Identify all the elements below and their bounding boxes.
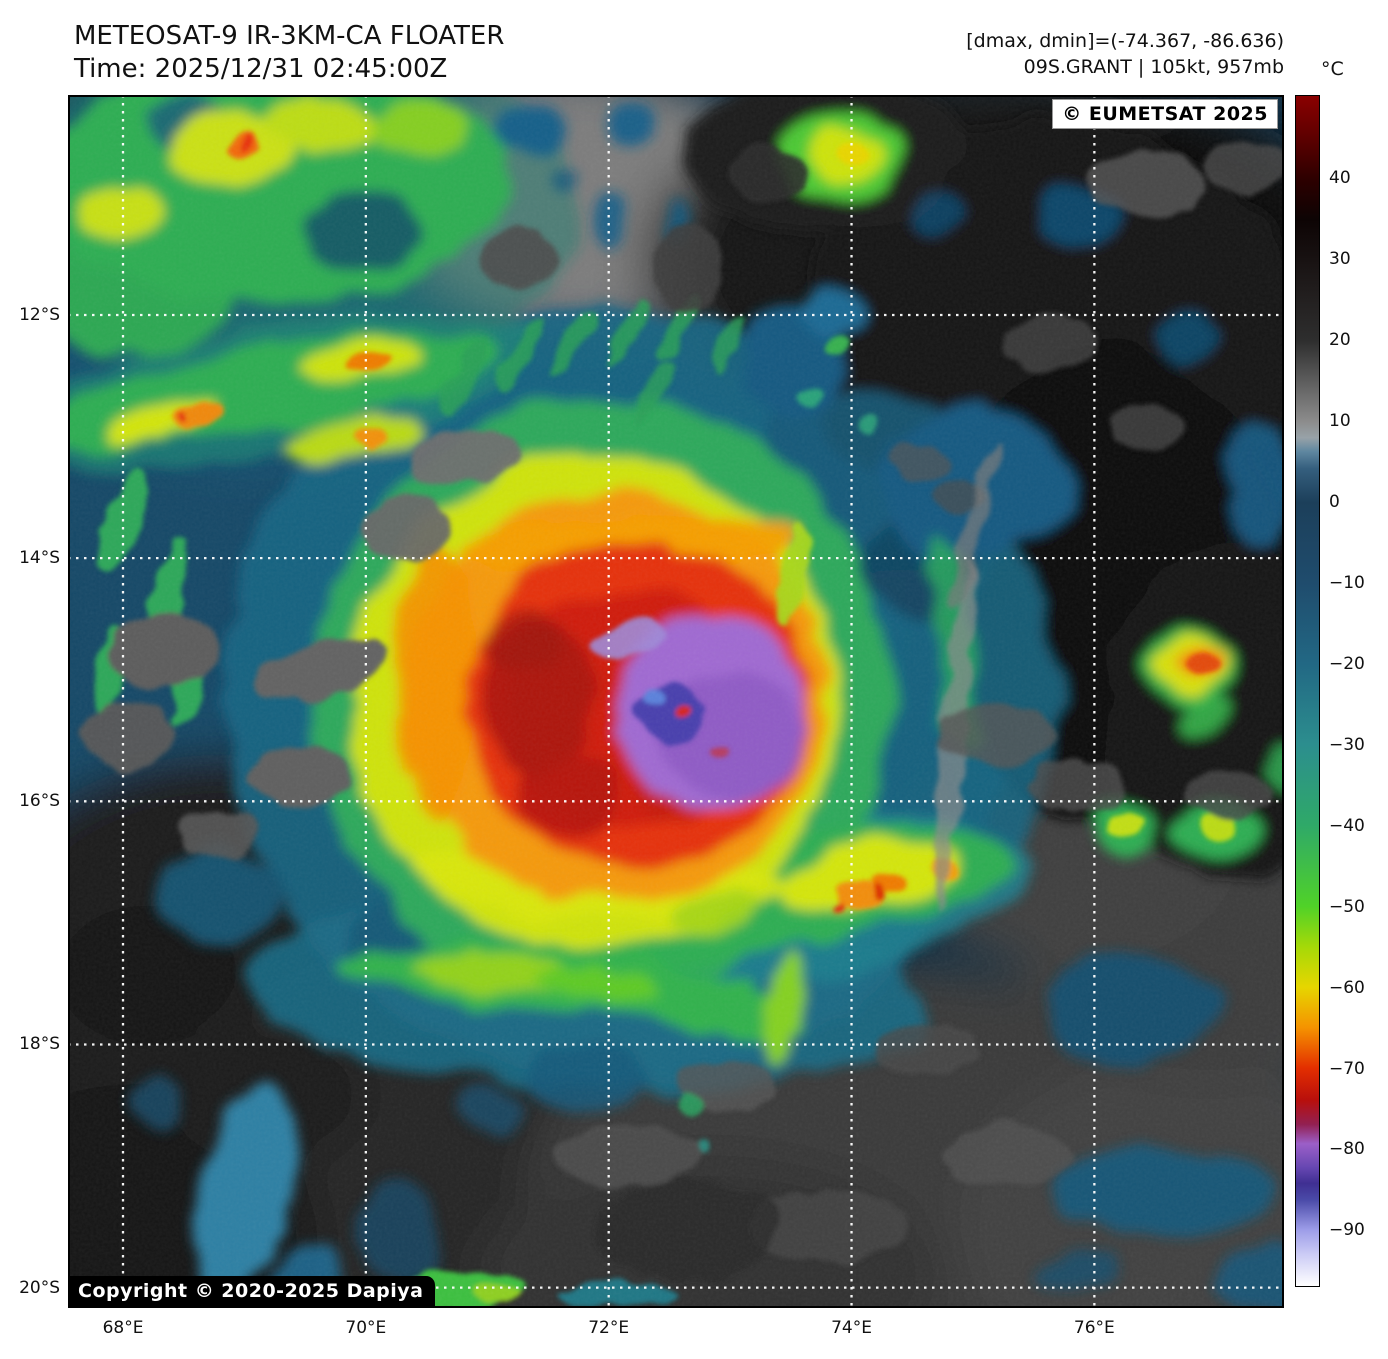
- satellite-map: © EUMETSAT 2025 Copyright © 2020-2025 Da…: [68, 95, 1284, 1308]
- lat-tick-label: 20°S: [19, 1277, 60, 1298]
- colorbar-tick-label: −50: [1329, 896, 1365, 917]
- lat-tick-label: 18°S: [19, 1034, 60, 1055]
- lon-tick-label: 70°E: [345, 1318, 387, 1338]
- annotation-block: [dmax, dmin]=(-74.367, -86.636) 09S.GRAN…: [966, 28, 1284, 80]
- colorbar-unit-label: °C: [1321, 58, 1344, 80]
- colorbar-tick-label: −90: [1329, 1220, 1365, 1241]
- time-label: Time: 2025/12/31 02:45:00Z: [74, 54, 448, 84]
- lat-tick-label: 12°S: [19, 305, 60, 325]
- colorbar-tick-label: 20: [1329, 330, 1351, 351]
- lat-tick-label: 14°S: [19, 548, 60, 569]
- dmax-dmin-label: [dmax, dmin]=(-74.367, -86.636): [966, 30, 1284, 52]
- storm-info-label: 09S.GRANT | 105kt, 957mb: [1023, 56, 1284, 78]
- colorbar-tick-label: −20: [1329, 653, 1365, 674]
- eumetsat-badge: © EUMETSAT 2025: [1052, 99, 1278, 129]
- lat-lon-gridlines: [68, 95, 1284, 1308]
- colorbar-tick-label: −70: [1329, 1058, 1365, 1079]
- colorbar-tick-label: 10: [1329, 411, 1351, 432]
- colorbar-gradient: [1295, 95, 1320, 1287]
- colorbar-tick-label: 0: [1329, 492, 1340, 513]
- satellite-image: [68, 95, 1284, 1308]
- colorbar-tick-label: 30: [1329, 249, 1351, 270]
- lon-tick-label: 68°E: [102, 1318, 144, 1338]
- colorbar-tick-label: −80: [1329, 1139, 1365, 1160]
- copyright-badge: Copyright © 2020-2025 Dapiya: [68, 1276, 436, 1307]
- lon-tick-label: 76°E: [1073, 1318, 1115, 1338]
- colorbar-tick-label: −30: [1329, 734, 1365, 755]
- lat-tick-label: 16°S: [19, 791, 60, 812]
- lon-tick-label: 72°E: [588, 1318, 630, 1338]
- colorbar-tick-label: −10: [1329, 572, 1365, 593]
- colorbar-tick-label: −40: [1329, 815, 1365, 836]
- lon-tick-label: 74°E: [831, 1318, 872, 1338]
- colorbar-tick-label: −60: [1329, 977, 1365, 998]
- colorbar-tick-label: 40: [1329, 168, 1351, 189]
- page-title: METEOSAT-9 IR-3KM-CA FLOATER: [74, 21, 505, 51]
